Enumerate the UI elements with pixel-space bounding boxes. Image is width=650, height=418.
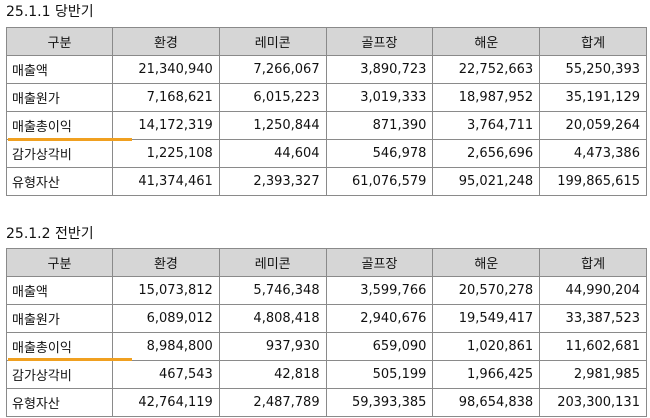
table-row: 감가상각비 1,225,108 44,604 546,978 2,656,696… [6, 139, 647, 168]
row-label: 유형자산 [6, 167, 113, 196]
row-label: 감가상각비 [6, 139, 113, 168]
table-row: 매출총이익 8,984,800 937,930 659,090 1,020,86… [6, 332, 647, 361]
cell-value: 2,981,985 [539, 360, 647, 389]
header-shipping: 해운 [432, 27, 541, 56]
cell-value: 3,599,766 [325, 276, 434, 305]
cell-value: 59,393,385 [325, 388, 434, 417]
cell-value: 203,300,131 [539, 388, 647, 417]
cell-value: 6,015,223 [218, 83, 327, 112]
cell-value: 19,549,417 [432, 304, 541, 333]
cell-value: 61,076,579 [325, 167, 434, 196]
cell-value: 22,752,663 [432, 55, 541, 84]
table-row: 매출원가 7,168,621 6,015,223 3,019,333 18,98… [6, 83, 647, 112]
table-row: 매출원가 6,089,012 4,808,418 2,940,676 19,54… [6, 304, 647, 333]
cell-value: 33,387,523 [539, 304, 647, 333]
table-header-row: 구분 환경 레미콘 골프장 해운 합계 [6, 248, 647, 277]
cell-value: 659,090 [325, 332, 434, 361]
cell-value: 18,987,952 [432, 83, 541, 112]
row-label: 매출액 [6, 55, 113, 84]
cell-value: 98,654,838 [432, 388, 541, 417]
cell-value: 8,984,800 [112, 332, 220, 361]
section-title-previous-half: 25.1.2 전반기 [6, 226, 94, 242]
cell-value: 41,374,461 [112, 167, 220, 196]
table-row: 유형자산 41,374,461 2,393,327 61,076,579 95,… [6, 167, 647, 196]
header-shipping: 해운 [432, 248, 541, 277]
header-golf: 골프장 [325, 27, 434, 56]
cell-value: 3,764,711 [432, 111, 541, 140]
cell-value: 11,602,681 [539, 332, 647, 361]
row-label: 매출총이익 [6, 332, 113, 361]
cell-value: 42,818 [218, 360, 327, 389]
cell-value: 1,225,108 [112, 139, 220, 168]
section-current-half: 25.1.1 당반기 구분 환경 레미콘 골프장 해운 합계 매출액 21,34… [6, 0, 647, 196]
cell-value: 7,266,067 [218, 55, 327, 84]
header-total: 합계 [539, 248, 647, 277]
table-previous-half: 구분 환경 레미콘 골프장 해운 합계 매출액 15,073,812 5,746… [6, 248, 647, 417]
row-label: 감가상각비 [6, 360, 113, 389]
header-category: 구분 [6, 27, 113, 56]
cell-value: 2,656,696 [432, 139, 541, 168]
table-row: 매출액 21,340,940 7,266,067 3,890,723 22,75… [6, 55, 647, 84]
cell-value: 4,473,386 [539, 139, 647, 168]
cell-value: 7,168,621 [112, 83, 220, 112]
row-label: 매출총이익 [6, 111, 113, 140]
cell-value: 2,940,676 [325, 304, 434, 333]
header-environment: 환경 [112, 248, 220, 277]
row-label: 매출원가 [6, 83, 113, 112]
section-title-current-half: 25.1.1 당반기 [6, 4, 94, 20]
row-label: 유형자산 [6, 388, 113, 417]
cell-value: 44,990,204 [539, 276, 647, 305]
cell-value: 3,019,333 [325, 83, 434, 112]
cell-value: 6,089,012 [112, 304, 220, 333]
header-remicon: 레미콘 [218, 248, 327, 277]
cell-value: 20,570,278 [432, 276, 541, 305]
header-remicon: 레미콘 [218, 27, 327, 56]
cell-value: 21,340,940 [112, 55, 220, 84]
row-label: 매출액 [6, 276, 113, 305]
section-previous-half: 25.1.2 전반기 구분 환경 레미콘 골프장 해운 합계 매출액 15,07… [6, 222, 647, 418]
header-category: 구분 [6, 248, 113, 277]
table-row: 매출액 15,073,812 5,746,348 3,599,766 20,57… [6, 276, 647, 305]
cell-value: 42,764,119 [112, 388, 220, 417]
cell-value: 35,191,129 [539, 83, 647, 112]
cell-value: 20,059,264 [539, 111, 647, 140]
cell-value: 5,746,348 [218, 276, 327, 305]
row-label: 매출원가 [6, 304, 113, 333]
cell-value: 95,021,248 [432, 167, 541, 196]
table-row: 감가상각비 467,543 42,818 505,199 1,966,425 2… [6, 360, 647, 389]
table-header-row: 구분 환경 레미콘 골프장 해운 합계 [6, 27, 647, 56]
cell-value: 15,073,812 [112, 276, 220, 305]
cell-value: 14,172,319 [112, 111, 220, 140]
gross-profit-highlight [8, 138, 132, 141]
cell-value: 4,808,418 [218, 304, 327, 333]
cell-value: 937,930 [218, 332, 327, 361]
cell-value: 505,199 [325, 360, 434, 389]
cell-value: 871,390 [325, 111, 434, 140]
gross-profit-highlight [8, 358, 132, 361]
header-total: 합계 [539, 27, 647, 56]
cell-value: 199,865,615 [539, 167, 647, 196]
table-current-half: 구분 환경 레미콘 골프장 해운 합계 매출액 21,340,940 7,266… [6, 27, 647, 196]
cell-value: 546,978 [325, 139, 434, 168]
cell-value: 44,604 [218, 139, 327, 168]
table-row: 유형자산 42,764,119 2,487,789 59,393,385 98,… [6, 388, 647, 417]
cell-value: 1,250,844 [218, 111, 327, 140]
cell-value: 1,020,861 [432, 332, 541, 361]
header-environment: 환경 [112, 27, 220, 56]
cell-value: 2,487,789 [218, 388, 327, 417]
cell-value: 55,250,393 [539, 55, 647, 84]
header-golf: 골프장 [325, 248, 434, 277]
cell-value: 1,966,425 [432, 360, 541, 389]
cell-value: 2,393,327 [218, 167, 327, 196]
cell-value: 467,543 [112, 360, 220, 389]
cell-value: 3,890,723 [325, 55, 434, 84]
table-row: 매출총이익 14,172,319 1,250,844 871,390 3,764… [6, 111, 647, 140]
